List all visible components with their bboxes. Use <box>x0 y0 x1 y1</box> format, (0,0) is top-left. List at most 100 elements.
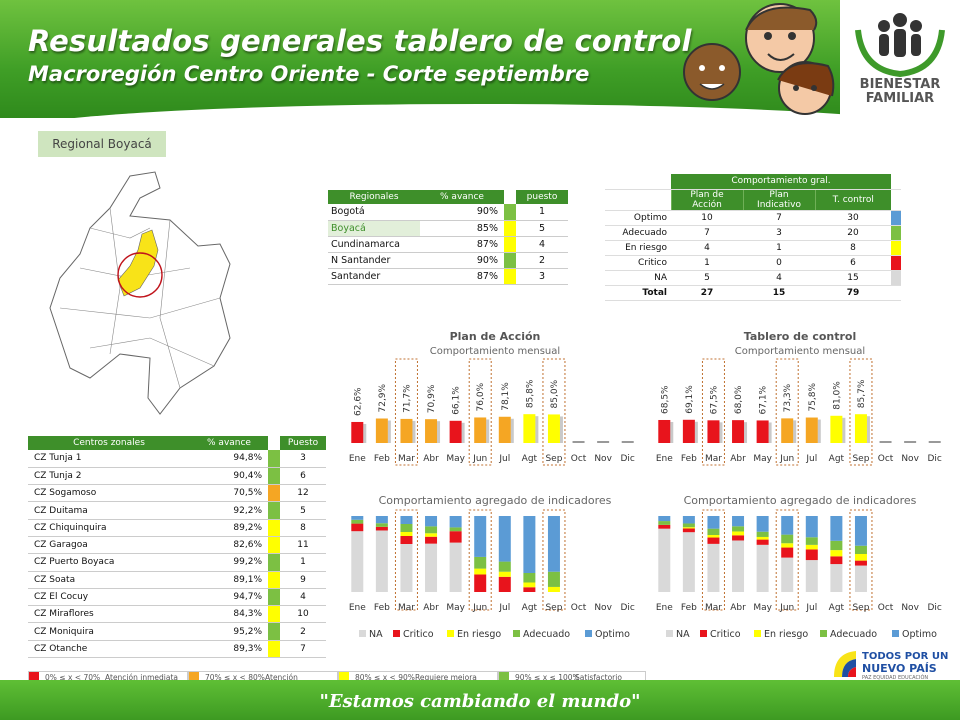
bar <box>375 418 388 443</box>
stack-segment <box>523 573 536 583</box>
centro-row: CZ Soata 89,1% 9 <box>28 571 326 589</box>
regional-avance: 87% <box>420 268 504 285</box>
regional-color <box>504 252 516 269</box>
stack-segment <box>375 523 388 527</box>
legend-entry: Adecuado <box>523 629 570 640</box>
stack-segment <box>498 576 511 592</box>
legend-swatch <box>447 630 454 637</box>
stack-segment <box>682 527 695 529</box>
tick-label: Oct <box>878 603 894 613</box>
regional-avance: 90% <box>420 252 504 269</box>
regional-color <box>504 220 516 237</box>
stack-segment <box>658 524 671 529</box>
legend-swatch <box>29 672 39 684</box>
legend-entry: NA <box>676 629 690 640</box>
stack-segment <box>449 516 462 528</box>
legend-entry: En riesgo <box>764 629 808 640</box>
legend-entry: Critico <box>403 629 434 640</box>
centro-puesto: 9 <box>280 571 326 589</box>
bar-side <box>719 422 723 443</box>
legend-swatch <box>189 672 199 684</box>
stack-segment <box>658 521 671 525</box>
todos-por-un-nuevo-pais-logo: TODOS POR UN NUEVO PAÍS PAZ EQUIDAD EDUC… <box>826 645 956 685</box>
centro-name: CZ Soata <box>28 571 190 589</box>
chart-title-tablero: Tablero de control <box>743 330 857 343</box>
regional-puesto: 4 <box>516 236 568 253</box>
legend-swatch <box>820 630 827 637</box>
comportamiento-value: 0 <box>743 255 815 271</box>
tick-label: Ene <box>349 603 366 613</box>
tick-label: Oct <box>571 454 587 464</box>
legend-entry: Optimo <box>595 629 630 640</box>
centro-row: CZ Moniquira 95,2% 2 <box>28 622 326 641</box>
bar <box>400 418 413 443</box>
bar-side <box>559 416 563 443</box>
stack-segment <box>682 532 695 592</box>
tick-label: Agt <box>829 454 845 464</box>
stack-segment <box>732 535 745 541</box>
highlight-box <box>775 509 799 611</box>
stack-segment <box>830 516 843 541</box>
chart-title-plan: Plan de Acción <box>449 330 541 343</box>
stack-segment <box>449 542 462 592</box>
stack-segment <box>375 526 388 531</box>
bar <box>425 419 438 443</box>
stack-segment <box>498 571 511 577</box>
total-value: 79 <box>815 285 891 301</box>
tick-label: Sep <box>545 603 562 613</box>
tick-label: Sep <box>852 454 869 464</box>
tick-label: Abr <box>423 603 439 613</box>
stack-segment <box>707 516 720 529</box>
tick-label: Dic <box>621 603 635 613</box>
tick-label: Feb <box>374 454 390 464</box>
centro-puesto: 8 <box>280 519 326 537</box>
bar <box>682 419 695 443</box>
col-cz-puesto: Puesto <box>280 436 326 450</box>
stack-segment <box>805 537 818 545</box>
comportamiento-value: 7 <box>671 225 743 241</box>
stack-segment <box>547 516 560 572</box>
bar-side <box>842 417 846 443</box>
bar <box>547 414 560 443</box>
centro-row: CZ Chiquinquira 89,2% 8 <box>28 519 326 537</box>
bar <box>707 420 720 443</box>
centro-row: CZ Miraflores 84,3% 10 <box>28 605 326 624</box>
bar-side <box>866 416 870 443</box>
data-label: 76,0% <box>476 382 486 411</box>
bar-side <box>510 418 514 443</box>
regionales-table: Regionales % avance puesto Bogotá 90% 1 Boy… <box>328 190 568 285</box>
bar-side <box>817 419 821 443</box>
col-plan-accion: Plan de Acción <box>670 189 743 211</box>
highlight-box <box>849 509 873 611</box>
stack-segment <box>400 516 413 524</box>
stack-segment <box>830 540 843 551</box>
tick-label: Abr <box>730 454 746 464</box>
regional-name: Bogotá <box>328 204 420 221</box>
chart-sub-tablero: Comportamiento mensual <box>734 346 866 357</box>
comportamiento-value: 20 <box>815 225 891 241</box>
regional-color <box>504 236 516 253</box>
stack-segment <box>351 523 364 532</box>
tick-label: Oct <box>878 454 894 464</box>
tick-label: Nov <box>594 603 612 613</box>
tick-label: Agt <box>829 603 845 613</box>
regional-puesto: 3 <box>516 268 568 285</box>
chart-sub-plan: Comportamiento mensual <box>429 346 561 357</box>
col-plan-indicativo: Plan Indicativo <box>742 189 815 211</box>
tick-label: Feb <box>681 603 697 613</box>
legend-range: 80% ≤ x < 90% <box>355 673 415 682</box>
stack-segment <box>400 532 413 536</box>
tick-label: Jun <box>779 603 794 613</box>
empty-bar <box>904 441 917 443</box>
bar <box>805 417 818 443</box>
tick-label: Ene <box>656 454 673 464</box>
tick-label: Mar <box>398 454 415 464</box>
regional-avance: 90% <box>420 204 504 221</box>
comportamiento-value: 8 <box>815 240 891 256</box>
centros-zonales-table: Centros zonales % avance Puesto CZ Tunja… <box>28 436 326 659</box>
tick-label: Sep <box>545 454 562 464</box>
centro-avance: 94,8% <box>190 450 268 468</box>
legend-swatch <box>499 672 509 684</box>
regional-color <box>504 204 516 221</box>
regional-row: N Santander 90% 2 <box>328 252 568 269</box>
